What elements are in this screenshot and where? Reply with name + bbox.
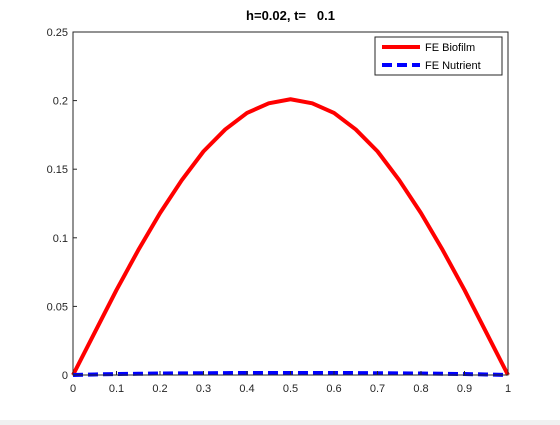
y-tick-label: 0.1 [53,233,68,245]
legend-label-fe-biofilm: FE Biofilm [425,42,475,54]
y-axis: 0 0.05 0.1 0.15 0.2 0.25 [47,27,77,382]
x-tick-label: 0.3 [196,383,211,395]
x-tick-label: 0.9 [457,383,472,395]
y-tick-label: 0.15 [47,164,68,176]
x-axis: 0 0.1 0.2 0.3 0.4 0.5 0.6 0.7 0.8 0.9 1 [70,371,511,395]
x-tick-label: 0.5 [283,383,298,395]
x-tick-label: 0.2 [152,383,167,395]
y-tick-label: 0 [62,370,68,382]
legend-label-fe-nutrient: FE Nutrient [425,60,481,72]
y-tick-label: 0.05 [47,301,68,313]
y-tick-label: 0.2 [53,96,68,108]
legend: FE Biofilm FE Nutrient [374,36,503,76]
x-tick-label: 0.4 [239,383,254,395]
chart-title: h=0.02, t= 0.1 [246,8,335,23]
y-tick-label: 0.25 [47,27,68,39]
x-tick-label: 0 [70,383,76,395]
x-tick-label: 0.7 [370,383,385,395]
legend-box [374,36,503,76]
x-tick-label: 0.1 [109,383,124,395]
series-line-fe-biofilm [71,97,510,376]
x-tick-label: 0.6 [326,383,341,395]
plot-area [73,32,508,375]
x-tick-label: 1 [505,383,511,395]
x-tick-label: 0.8 [413,383,428,395]
